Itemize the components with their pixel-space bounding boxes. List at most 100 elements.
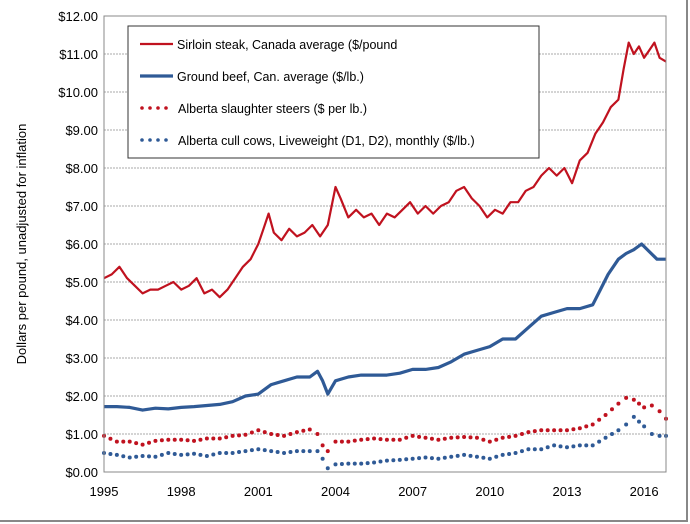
data-point bbox=[294, 449, 299, 454]
data-point bbox=[423, 455, 428, 460]
y-tick-label: $6.00 bbox=[65, 237, 98, 252]
data-point bbox=[294, 430, 299, 435]
dot-marker bbox=[391, 458, 396, 463]
data-point bbox=[333, 462, 338, 467]
data-point bbox=[603, 413, 608, 417]
dot-marker bbox=[455, 435, 460, 440]
data-point bbox=[631, 397, 636, 402]
dot-marker bbox=[417, 434, 422, 439]
data-point bbox=[500, 435, 505, 440]
x-tick-label: 2007 bbox=[398, 484, 427, 499]
dot-marker bbox=[301, 449, 306, 454]
dot-marker bbox=[288, 450, 293, 455]
x-tick-label: 1995 bbox=[90, 484, 119, 499]
data-point bbox=[590, 422, 595, 427]
data-point bbox=[384, 437, 389, 442]
data-point bbox=[320, 443, 325, 448]
legend-swatch-dot bbox=[156, 138, 160, 142]
dot-marker bbox=[352, 438, 357, 443]
data-point bbox=[179, 437, 184, 442]
series-2 bbox=[102, 395, 668, 454]
dot-marker bbox=[301, 428, 306, 433]
data-point bbox=[397, 457, 402, 462]
legend-swatch-dot bbox=[140, 106, 144, 110]
dot-marker bbox=[352, 461, 357, 466]
dot-marker bbox=[185, 452, 190, 457]
dot-marker bbox=[519, 432, 524, 436]
data-point bbox=[474, 435, 479, 440]
data-point bbox=[166, 451, 171, 455]
data-point bbox=[346, 439, 351, 444]
data-point bbox=[192, 438, 197, 443]
y-tick-label: $2.00 bbox=[65, 389, 98, 404]
dot-marker bbox=[391, 437, 396, 442]
x-tick-label: 2010 bbox=[475, 484, 504, 499]
legend-swatch-dot bbox=[156, 106, 160, 110]
dot-marker bbox=[545, 445, 550, 450]
data-point bbox=[282, 451, 287, 455]
data-point bbox=[230, 451, 235, 455]
data-point bbox=[649, 403, 654, 408]
legend-swatch-dot bbox=[148, 138, 152, 142]
data-point bbox=[243, 432, 248, 437]
y-tick-label: $4.00 bbox=[65, 313, 98, 328]
legend-label: Sirloin steak, Canada average ($/pound bbox=[177, 38, 397, 52]
data-point bbox=[204, 454, 209, 459]
data-point bbox=[526, 430, 531, 435]
data-point bbox=[449, 454, 454, 459]
y-tick-label: $7.00 bbox=[65, 199, 98, 214]
y-tick-label: $8.00 bbox=[65, 161, 98, 176]
data-point bbox=[539, 428, 544, 433]
legend-item: Alberta cull cows, Liveweight (D1, D2), … bbox=[140, 134, 475, 148]
data-point bbox=[526, 447, 531, 452]
data-point bbox=[513, 451, 518, 455]
data-point bbox=[114, 439, 119, 444]
dot-marker bbox=[147, 440, 152, 445]
data-point bbox=[552, 443, 557, 448]
dot-marker bbox=[532, 447, 537, 452]
data-point bbox=[384, 458, 389, 463]
dot-marker bbox=[108, 436, 113, 441]
data-point bbox=[397, 437, 402, 442]
legend-label: Alberta cull cows, Liveweight (D1, D2), … bbox=[178, 134, 475, 148]
dot-marker bbox=[584, 424, 589, 429]
data-point bbox=[269, 449, 274, 454]
dot-marker bbox=[378, 459, 383, 464]
data-point bbox=[217, 451, 222, 455]
dot-marker bbox=[275, 432, 280, 437]
dot-marker bbox=[468, 453, 473, 458]
data-point bbox=[315, 432, 320, 436]
dot-marker bbox=[636, 419, 641, 424]
data-point bbox=[631, 414, 636, 419]
dot-marker bbox=[609, 432, 614, 436]
data-point bbox=[487, 439, 492, 444]
y-tick-label: $10.00 bbox=[58, 85, 98, 100]
data-point bbox=[449, 435, 454, 440]
data-point bbox=[359, 461, 364, 466]
legend-swatch-dot bbox=[148, 106, 152, 110]
data-point bbox=[217, 436, 222, 441]
dot-marker bbox=[198, 452, 203, 457]
dot-marker bbox=[468, 435, 473, 440]
y-tick-label: $12.00 bbox=[58, 9, 98, 24]
data-point bbox=[590, 443, 595, 448]
legend-item: Alberta slaughter steers ($ per lb.) bbox=[140, 102, 367, 116]
dot-marker bbox=[237, 433, 242, 438]
data-point bbox=[462, 435, 467, 440]
dot-marker bbox=[404, 435, 409, 440]
dot-marker bbox=[558, 444, 563, 449]
data-point bbox=[436, 456, 441, 461]
dot-marker bbox=[159, 452, 164, 457]
y-tick-label: $11.00 bbox=[59, 47, 98, 62]
x-tick-label: 2004 bbox=[321, 484, 350, 499]
dot-marker bbox=[262, 448, 267, 453]
data-point bbox=[140, 454, 145, 459]
series-line bbox=[103, 41, 667, 299]
data-point bbox=[616, 428, 621, 433]
data-point bbox=[616, 401, 621, 406]
dot-marker bbox=[545, 428, 550, 433]
data-point bbox=[657, 433, 662, 438]
data-point bbox=[307, 449, 312, 454]
dot-marker bbox=[494, 437, 499, 442]
data-point bbox=[153, 438, 158, 443]
